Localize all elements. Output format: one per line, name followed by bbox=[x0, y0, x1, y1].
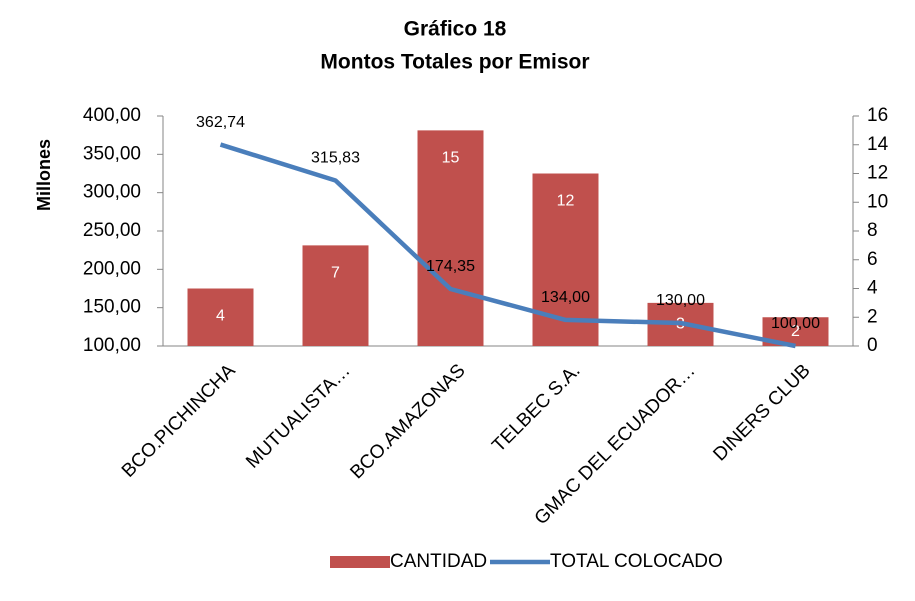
bar bbox=[302, 245, 369, 346]
legend-label: CANTIDAD bbox=[390, 551, 487, 572]
chart-title: Gráfico 18 bbox=[404, 18, 507, 41]
bar-value-label: 4 bbox=[216, 308, 225, 325]
x-tick-label: BCO.PICHINCHA bbox=[118, 360, 240, 482]
y-tick-label: 150,00 bbox=[83, 297, 141, 318]
y-tick-label: 250,00 bbox=[83, 220, 141, 241]
y-tick-label: 400,00 bbox=[83, 105, 141, 126]
y2-tick-label: 6 bbox=[867, 249, 878, 270]
y2-tick-label: 4 bbox=[867, 278, 878, 299]
legend-label: TOTAL COLOCADO bbox=[550, 551, 723, 572]
x-tick-label: DINERS CLUB bbox=[709, 360, 814, 465]
line bbox=[219, 142, 796, 349]
line-value-label: 315,83 bbox=[311, 150, 360, 167]
y2-tick-label: 2 bbox=[867, 306, 878, 327]
line-value-label: 130,00 bbox=[656, 292, 705, 309]
y-tick-label: 350,00 bbox=[83, 143, 141, 164]
y2-tick-label: 12 bbox=[867, 163, 888, 184]
line-value-label: 134,00 bbox=[541, 289, 590, 306]
x-tick-label: MUTUALISTA… bbox=[242, 360, 354, 472]
bar-value-label: 15 bbox=[442, 150, 460, 167]
y-tick-label: 100,00 bbox=[83, 335, 141, 356]
bar-value-label: 12 bbox=[557, 193, 575, 210]
legend-swatch bbox=[330, 556, 390, 568]
y2-tick-label: 8 bbox=[867, 220, 878, 241]
y-tick-label: 300,00 bbox=[83, 182, 141, 203]
chart-subtitle: Montos Totales por Emisor bbox=[320, 51, 589, 74]
y2-tick-label: 0 bbox=[867, 335, 878, 356]
bar bbox=[417, 130, 484, 346]
x-tick-label: BCO.AMAZONAS bbox=[346, 360, 469, 483]
line-value-label: 174,35 bbox=[426, 258, 475, 275]
y2-tick-label: 10 bbox=[867, 191, 888, 212]
bar bbox=[532, 173, 599, 346]
y-axis-title: Millones bbox=[34, 139, 54, 211]
bar-value-label: 7 bbox=[331, 265, 340, 282]
bar bbox=[187, 288, 254, 346]
y2-tick-label: 16 bbox=[867, 105, 888, 126]
line-value-label: 362,74 bbox=[196, 114, 245, 131]
line-value-label: 100,00 bbox=[771, 315, 820, 332]
bar-value-label: 2 bbox=[791, 323, 800, 340]
x-tick-label: TELBEC S.A. bbox=[488, 360, 584, 456]
y-tick-label: 200,00 bbox=[83, 258, 141, 279]
y2-tick-label: 14 bbox=[867, 134, 889, 155]
